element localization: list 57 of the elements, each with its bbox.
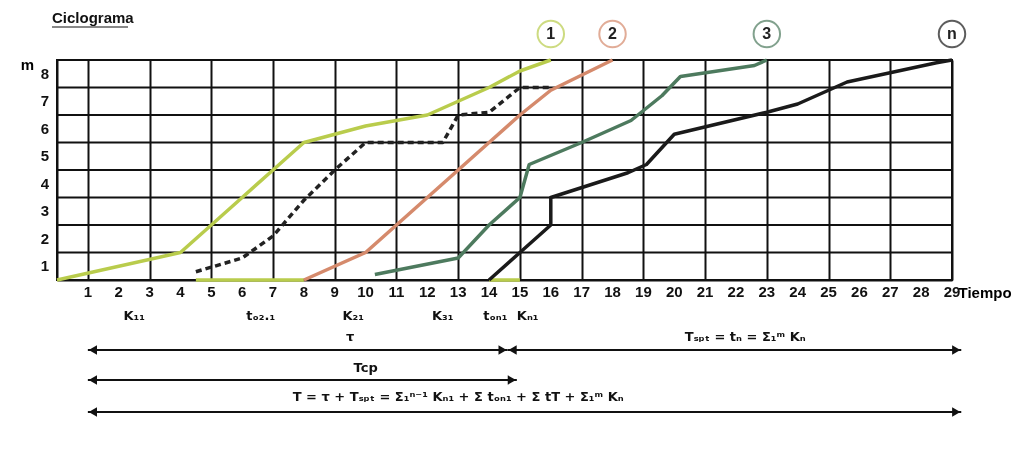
x-tick-label: 16 xyxy=(542,283,560,300)
x-tick-label: 8 xyxy=(299,283,309,300)
x-tick-label: 12 xyxy=(419,283,436,300)
text: tₒ₂.₁ xyxy=(246,308,276,323)
x-tick-label: 3 xyxy=(145,283,154,300)
x-tick-label: 27 xyxy=(881,283,899,300)
y-tick-label: 5 xyxy=(40,147,49,165)
x-tick-label: 25 xyxy=(820,283,837,300)
x-tick-label: 23 xyxy=(758,283,776,300)
text: K₃₁ xyxy=(432,308,454,323)
y-axis-title: m xyxy=(20,55,35,73)
x-tick-label: 22 xyxy=(727,283,745,300)
y-tick-label: 2 xyxy=(40,229,49,247)
x-tick-label: 28 xyxy=(912,283,930,300)
x-axis-title: Tiempo xyxy=(958,283,1012,301)
y-tick-label: 4 xyxy=(40,174,50,192)
x-tick-label: 13 xyxy=(449,283,467,300)
y-tick-label: 8 xyxy=(40,64,49,82)
text: T = τ + Tₛₚₜ = Σ₁ⁿ⁻¹ Kₙ₁ + Σ tₒₙ₁ + Σ tT + Σ₁ᵐ Kₙ xyxy=(292,389,624,404)
text: K₁₁ xyxy=(123,308,145,323)
chart-title: Ciclograma xyxy=(52,9,135,26)
y-tick-label: 6 xyxy=(40,119,49,137)
x-tick-label: 18 xyxy=(604,283,621,300)
x-tick-label: 19 xyxy=(635,283,652,300)
x-tick-label: 2 xyxy=(114,283,123,300)
x-tick-label: 11 xyxy=(388,283,405,300)
x-tick-label: 15 xyxy=(511,283,529,300)
x-tick-label: 4 xyxy=(176,283,186,300)
series-label: n xyxy=(947,25,957,42)
text: K₂₁ xyxy=(342,308,365,323)
line-series xyxy=(373,58,769,277)
x-tick-label: 20 xyxy=(665,283,683,300)
text: Tcp xyxy=(353,360,378,375)
line-series xyxy=(302,58,615,282)
series-label: 2 xyxy=(608,25,618,42)
x-tick-label: 7 xyxy=(268,283,278,300)
x-tick-label: 21 xyxy=(696,283,714,300)
text: Kₙ₁ xyxy=(516,308,539,323)
x-tick-label: 6 xyxy=(238,283,247,300)
text: τ xyxy=(346,329,355,344)
x-tick-label: 14 xyxy=(480,283,499,300)
x-tick-label: 17 xyxy=(573,283,590,300)
line-series xyxy=(55,58,553,282)
text: tₒₙ₁ xyxy=(483,308,508,323)
x-tick-label: 29 xyxy=(943,283,961,300)
y-tick-label: 3 xyxy=(40,202,49,220)
text: Tₛₚₜ = tₙ = Σ₁ᵐ Kₙ xyxy=(684,329,806,344)
x-tick-label: 24 xyxy=(789,283,807,300)
x-tick-label: 10 xyxy=(357,283,374,300)
x-tick-label: 5 xyxy=(207,283,216,300)
x-tick-label: 9 xyxy=(330,283,339,300)
y-tick-label: 1 xyxy=(40,257,49,275)
series-label: 1 xyxy=(546,25,556,42)
y-tick-label: 7 xyxy=(40,92,49,110)
x-tick-label: 26 xyxy=(851,283,868,300)
series-label: 3 xyxy=(762,25,772,42)
x-tick-label: 1 xyxy=(83,283,93,300)
